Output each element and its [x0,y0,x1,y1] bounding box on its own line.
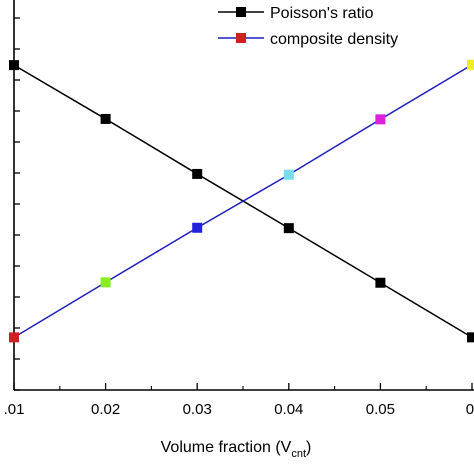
x-tick-label: 0.05 [366,401,395,418]
x-axis-label-subscript: cnt [291,448,306,460]
x-tick-label: 0. [466,401,474,418]
data-point [100,277,111,288]
data-point [100,113,111,124]
x-axis-ticks: .01 0.02 0.03 0.04 0.05 0. [4,383,474,418]
x-tick-label: 0.03 [183,401,212,418]
data-point [467,332,474,343]
data-point [283,169,294,180]
x-axis-label-suffix: ) [306,439,311,456]
data-point [9,332,19,343]
data-point [192,222,203,233]
x-tick-label: 0.04 [274,401,303,418]
data-point [375,114,386,125]
x-tick-label: .01 [4,401,25,418]
x-axis-label: Volume fraction (Vcnt) [161,439,312,460]
series-line [13,64,473,338]
legend: Poisson's ratio composite density [218,5,398,48]
data-point [375,277,386,288]
data-point [9,60,19,71]
plot-frame [13,0,474,391]
legend-label: Poisson's ratio [270,5,374,22]
x-axis-label-main: Volume fraction (V [161,439,292,456]
data-point [192,168,203,179]
legend-marker [236,7,246,17]
series-group [9,59,474,343]
x-tick-label: 0.02 [91,401,120,418]
legend-label: composite density [270,31,398,48]
legend-marker [236,33,246,43]
data-point [283,223,294,234]
y-axis-ticks [14,17,20,391]
data-point [467,59,474,70]
